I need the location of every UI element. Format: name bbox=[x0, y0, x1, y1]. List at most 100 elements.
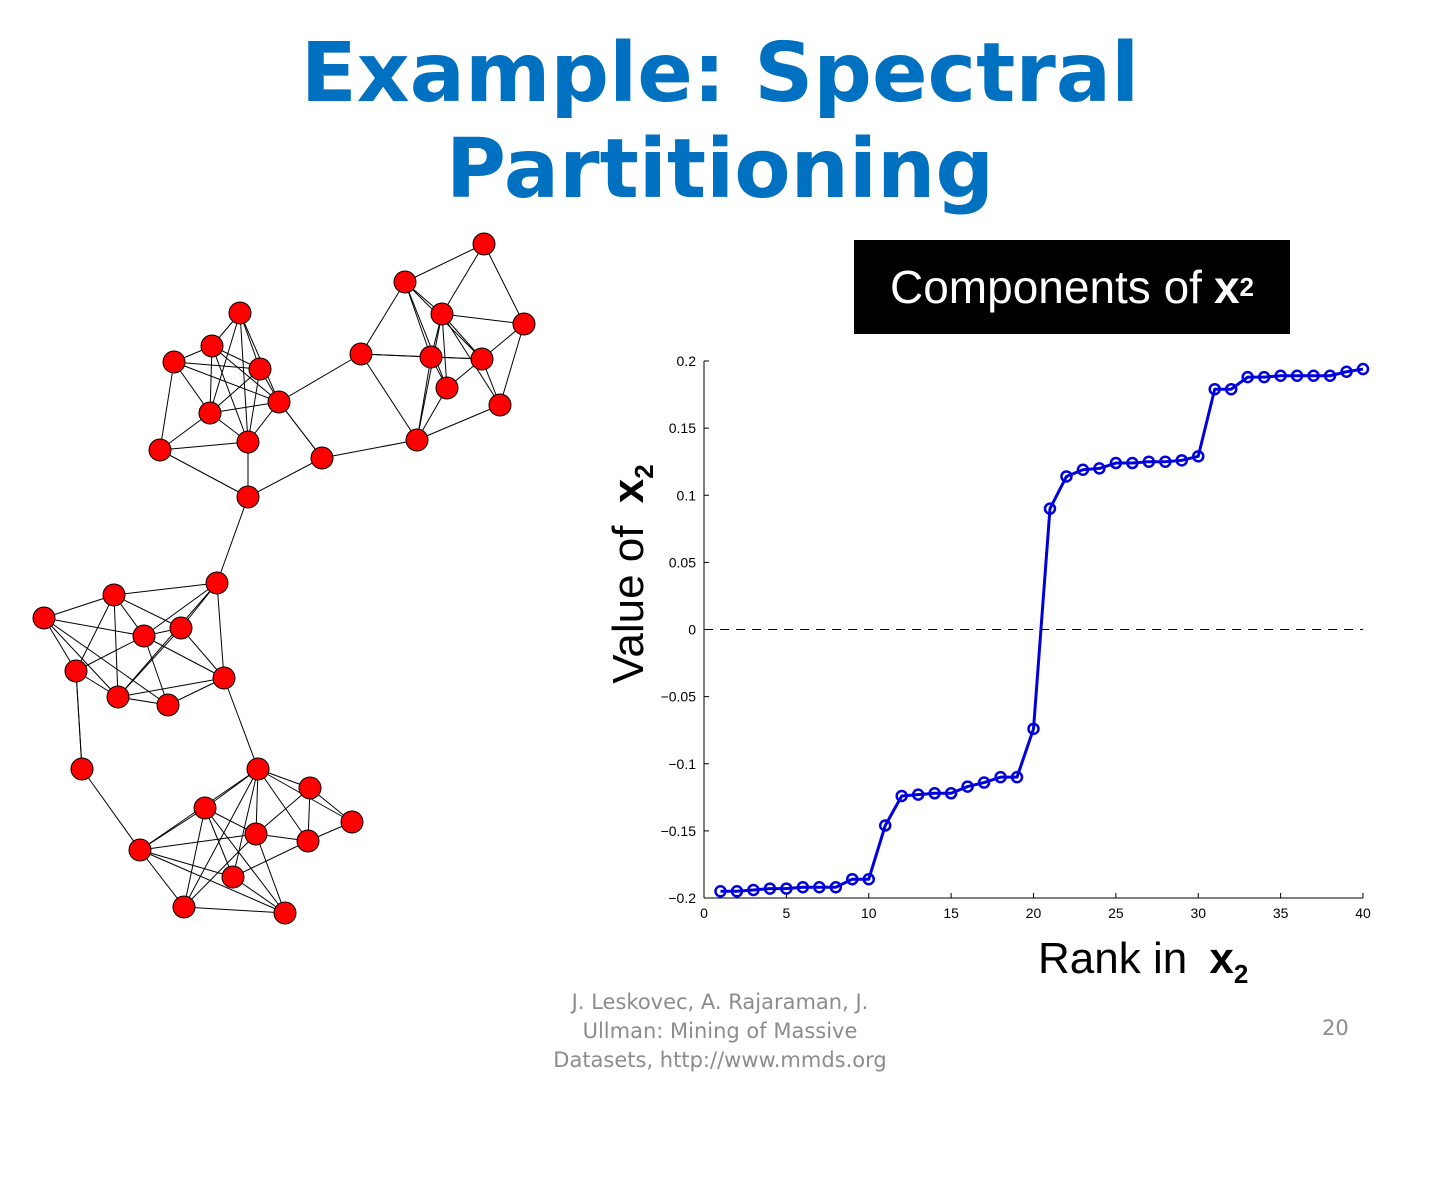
y-tick-label: 0 bbox=[688, 622, 696, 638]
graph-node bbox=[488, 393, 512, 417]
eigenvector-chart: 0.20.150.10.050−0.05−0.1−0.15−0.20 5 10 15 2… bbox=[661, 353, 1371, 921]
graph-edge bbox=[204, 807, 234, 878]
data-point bbox=[977, 776, 991, 789]
graph-node bbox=[340, 810, 364, 834]
graph-node bbox=[70, 757, 94, 781]
graph-edge bbox=[441, 313, 448, 389]
graph-node bbox=[246, 757, 270, 781]
graph-edge bbox=[216, 582, 225, 679]
graph-edge bbox=[209, 401, 280, 414]
x-tick-label: 25 bbox=[1108, 905, 1124, 921]
data-point bbox=[961, 780, 974, 793]
graph-edge bbox=[255, 787, 311, 835]
graph-node bbox=[512, 312, 536, 336]
y-axis-label: Value of x2 bbox=[604, 464, 660, 683]
footer-line-1: J. Leskovec, A. Rajaraman, J. bbox=[571, 990, 869, 1014]
data-point bbox=[747, 883, 760, 897]
graph-node bbox=[221, 865, 245, 889]
graph-node bbox=[236, 430, 260, 454]
data-point bbox=[1208, 382, 1221, 396]
data-point bbox=[1241, 370, 1254, 384]
callout-var: x bbox=[1213, 261, 1240, 313]
data-point bbox=[1290, 369, 1304, 383]
data-point bbox=[944, 787, 958, 800]
graph-node bbox=[32, 606, 56, 630]
graph-edge bbox=[173, 361, 280, 403]
x-tick-label: 15 bbox=[943, 905, 959, 921]
y-tick-label: 0.05 bbox=[669, 554, 696, 570]
y-tick-label: 0.15 bbox=[669, 420, 696, 436]
graph-node bbox=[393, 270, 417, 294]
graph-node bbox=[435, 376, 459, 400]
graph-edge bbox=[499, 323, 525, 406]
data-point bbox=[763, 882, 777, 895]
data-point bbox=[780, 882, 793, 895]
graph-edge bbox=[360, 281, 406, 355]
graph-node bbox=[267, 390, 291, 414]
graph-edge bbox=[183, 833, 257, 908]
graph-node bbox=[298, 776, 322, 800]
graph-edge bbox=[43, 617, 145, 637]
graph-node bbox=[198, 401, 222, 425]
graph-edge bbox=[204, 807, 286, 914]
x-axis-label: Rank in x2 bbox=[1038, 934, 1248, 990]
graph-node bbox=[162, 350, 186, 374]
y-tick-label: −0.15 bbox=[661, 823, 697, 839]
graph-edge bbox=[81, 768, 141, 851]
slide-title: Example: Spectral Partitioning bbox=[0, 26, 1440, 218]
data-point bbox=[1224, 382, 1238, 396]
graph-node bbox=[156, 693, 180, 717]
graph-node bbox=[132, 624, 156, 648]
graph-edge bbox=[113, 594, 182, 629]
y-tick-label: 0.1 bbox=[677, 487, 697, 503]
graph-node bbox=[212, 666, 236, 690]
graph-edge bbox=[404, 243, 485, 283]
graph-node bbox=[349, 342, 373, 366]
data-point bbox=[994, 770, 1007, 784]
data-point bbox=[911, 788, 925, 801]
series-line bbox=[720, 367, 1364, 893]
graph-edge bbox=[43, 617, 119, 698]
graph-edge bbox=[404, 281, 432, 358]
x-axis-label-sub: 2 bbox=[1233, 959, 1249, 989]
graph-node bbox=[296, 829, 320, 853]
graph-edge bbox=[143, 635, 225, 679]
title-line-2: Partitioning bbox=[445, 122, 995, 217]
footer-citation: J. Leskovec, A. Rajaraman, J. Ullman: Mi… bbox=[520, 988, 920, 1075]
data-point bbox=[1126, 456, 1139, 470]
graph-edge bbox=[183, 768, 259, 908]
graph-edge bbox=[416, 404, 501, 441]
graph-edge bbox=[139, 833, 257, 851]
graph-node bbox=[193, 796, 217, 820]
y-tick-label: 0.2 bbox=[677, 353, 697, 369]
data-point bbox=[862, 872, 875, 886]
graph-edge bbox=[117, 677, 225, 698]
graph-edge bbox=[209, 312, 241, 414]
data-point bbox=[878, 819, 892, 832]
graph-node bbox=[205, 571, 229, 595]
data-point bbox=[813, 881, 826, 894]
data-point bbox=[1043, 502, 1057, 515]
graph-node bbox=[273, 901, 297, 925]
y-axis-label-text: Value of bbox=[604, 525, 653, 684]
data-point bbox=[1159, 455, 1172, 468]
graph-edge bbox=[183, 807, 206, 908]
graph-node bbox=[102, 583, 126, 607]
data-point bbox=[1175, 454, 1189, 467]
graph-node bbox=[236, 485, 260, 509]
network-graph bbox=[32, 232, 536, 925]
graph-edge bbox=[255, 833, 286, 914]
x-tick-label: 40 bbox=[1355, 905, 1371, 921]
graph-edge bbox=[416, 313, 443, 441]
x-axis-label-text: Rank in bbox=[1038, 934, 1188, 983]
graph-edge bbox=[441, 243, 485, 315]
data-point bbox=[1027, 722, 1040, 736]
graph-edge bbox=[216, 496, 249, 584]
graph-edge bbox=[75, 635, 145, 672]
graph-node bbox=[472, 232, 496, 256]
graph-node bbox=[405, 428, 429, 452]
y-tick-label: −0.2 bbox=[668, 890, 696, 906]
footer-line-3: Datasets, http://www.mmds.org bbox=[553, 1048, 887, 1072]
graph-edge bbox=[159, 361, 175, 451]
graph-node bbox=[248, 357, 272, 381]
